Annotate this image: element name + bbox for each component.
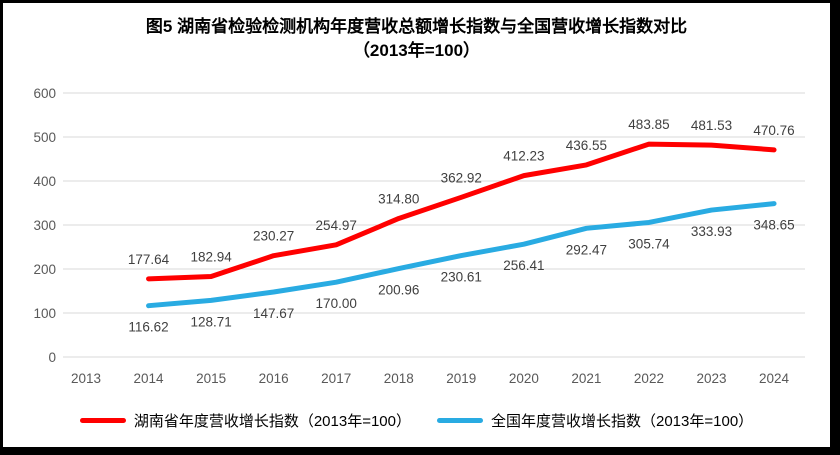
y-axis-tick-label: 400 xyxy=(33,174,56,189)
x-axis-tick-label: 2016 xyxy=(259,371,289,386)
x-axis-tick-label: 2021 xyxy=(571,371,601,386)
data-label: 362.92 xyxy=(441,170,482,185)
x-axis-tick-label: 2022 xyxy=(634,371,664,386)
y-axis-tick-label: 100 xyxy=(33,306,56,321)
chart-title-line1: 图5 湖南省检验检测机构年度营收总额增长指数与全国营收增长指数对比 xyxy=(145,17,688,36)
data-label: 256.41 xyxy=(503,258,544,273)
legend-line-swatch-red xyxy=(79,417,126,423)
data-label: 182.94 xyxy=(190,250,232,265)
legend-line-swatch-blue xyxy=(437,417,483,423)
series-line xyxy=(146,141,777,282)
data-label: 116.62 xyxy=(128,320,168,335)
y-axis-tick-label: 500 xyxy=(33,130,56,145)
data-label: 483.85 xyxy=(628,117,669,132)
x-axis-tick-label: 2014 xyxy=(134,371,165,386)
data-label: 170.00 xyxy=(316,296,357,311)
data-label: 147.67 xyxy=(253,306,294,321)
chart-title: 图5 湖南省检验检测机构年度营收总额增长指数与全国营收增长指数对比 （2013年… xyxy=(3,15,830,63)
data-label: 305.74 xyxy=(628,236,670,251)
data-label: 230.27 xyxy=(253,229,294,244)
x-axis-tick-label: 2019 xyxy=(446,371,476,386)
legend-label-national: 全国年度营收增长指数（2013年=100） xyxy=(491,412,754,430)
chart-title-line2: （2013年=100） xyxy=(352,41,481,60)
data-label: 292.47 xyxy=(566,242,607,257)
y-axis-tick-label: 300 xyxy=(33,218,56,233)
data-label: 200.96 xyxy=(378,283,419,298)
data-label: 412.23 xyxy=(503,149,544,164)
data-label: 230.61 xyxy=(441,270,482,285)
legend-item-national: 全国年度营收增长指数（2013年=100） xyxy=(437,410,753,431)
x-axis-tick-label: 2023 xyxy=(696,371,726,386)
y-axis-tick-label: 200 xyxy=(33,262,56,277)
data-label: 348.65 xyxy=(753,218,794,233)
data-label: 254.97 xyxy=(316,218,357,233)
legend: 湖南省年度营收增长指数（2013年=100） 全国年度营收增长指数（2013年=… xyxy=(3,405,830,435)
data-label: 333.93 xyxy=(691,224,732,239)
legend-label-hunan: 湖南省年度营收增长指数（2013年=100） xyxy=(133,412,411,430)
chart-canvas: 0 100 200 300 400 500 600 2013 2014 2015 2016 2017 2… xyxy=(33,86,805,386)
data-label: 481.53 xyxy=(691,118,732,133)
legend-item-hunan: 湖南省年度营收增长指数（2013年=100） xyxy=(79,410,411,431)
x-axis-tick-label: 2017 xyxy=(321,371,351,386)
data-label: 128.71 xyxy=(190,314,231,329)
x-axis-tick-label: 2018 xyxy=(384,371,414,386)
y-axis-tick-label: 0 xyxy=(48,350,56,365)
series-line xyxy=(146,201,777,309)
data-label: 470.76 xyxy=(753,123,794,138)
x-axis-tick-label: 2024 xyxy=(759,371,790,386)
data-label: 177.64 xyxy=(128,252,170,267)
data-label: 436.55 xyxy=(566,138,607,153)
x-axis-tick-label: 2013 xyxy=(71,371,101,386)
x-axis-tick-label: 2020 xyxy=(509,371,539,386)
data-label: 314.80 xyxy=(378,191,419,206)
x-axis-tick-label: 2015 xyxy=(196,371,226,386)
y-axis-tick-label: 600 xyxy=(33,86,56,101)
